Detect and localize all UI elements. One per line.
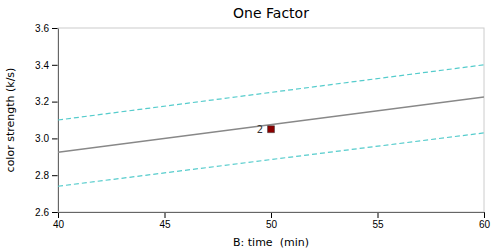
tick-mark — [271, 212, 272, 218]
ci-line — [58, 133, 484, 186]
tick: 40 — [53, 212, 65, 230]
tick-mark — [52, 102, 58, 103]
tick-label: 3.0 — [35, 133, 49, 144]
tick-label: 50 — [266, 219, 278, 230]
tick: 55 — [372, 212, 384, 230]
tick: 3.6 — [35, 23, 58, 34]
tick: 3.0 — [35, 133, 58, 144]
annotation: 2 — [257, 124, 263, 135]
tick-mark — [165, 212, 166, 218]
x-axis-title: B: time (min) — [233, 236, 309, 249]
ci-line — [58, 65, 484, 120]
tick: 2.8 — [35, 170, 58, 181]
y-axis-title: color strength (k/s) — [4, 68, 17, 173]
tick-label: 60 — [479, 219, 491, 230]
marks — [58, 65, 484, 186]
point — [268, 126, 275, 133]
y-axis: 2.6 2.8 3.0 3.2 3.4 3.6 — [35, 23, 58, 218]
tick-mark — [52, 212, 58, 213]
line — [58, 97, 484, 152]
plot-area: 40 45 50 55 60 2.6 2.8 3.0 3.2 3.4 3.6 2 — [35, 23, 490, 230]
tick-label: 3.2 — [35, 96, 49, 107]
tick-mark — [52, 138, 58, 139]
tick-label: 3.4 — [35, 60, 49, 71]
axis-line — [59, 213, 485, 219]
tick: 50 — [266, 212, 278, 230]
chart: 40 45 50 55 60 2.6 2.8 3.0 3.2 3.4 3.6 2 One Factor B… — [0, 0, 500, 252]
tick: 45 — [159, 212, 171, 230]
tick-label: 55 — [372, 219, 384, 230]
tick-label: 45 — [159, 219, 171, 230]
tick: 60 — [479, 212, 491, 230]
tick-mark — [378, 212, 379, 218]
tick: 3.4 — [35, 60, 58, 71]
title: One Factor — [233, 5, 309, 21]
tick-mark — [52, 175, 58, 176]
tick-mark — [52, 28, 58, 29]
tick-mark — [484, 212, 485, 218]
plot-frame — [58, 28, 484, 212]
tick-label: 40 — [53, 219, 65, 230]
tick-label: 2.6 — [35, 207, 49, 218]
tick-label: 2.8 — [35, 170, 49, 181]
x-axis: 40 45 50 55 60 — [53, 212, 491, 230]
tick-label: 3.6 — [35, 23, 49, 34]
tick-mark — [52, 65, 58, 66]
tick: 3.2 — [35, 96, 58, 107]
tick: 2.6 — [35, 207, 58, 218]
